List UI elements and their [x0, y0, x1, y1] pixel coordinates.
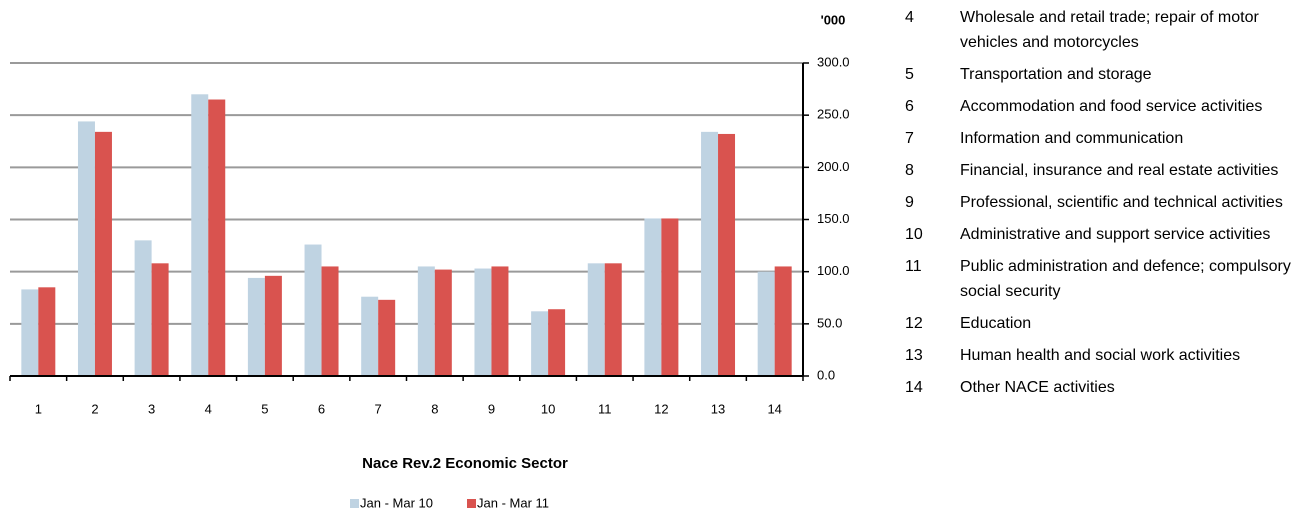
sector-code: 6: [905, 98, 914, 115]
x-tick-label: 2: [91, 401, 98, 416]
sector-item: 13 Human health and social work activitie…: [900, 343, 1305, 368]
bar: [491, 266, 509, 376]
bar: [661, 218, 679, 376]
sector-item: 4 Wholesale and retail trade; repair of m…: [900, 5, 1305, 55]
sector-code: 10: [905, 226, 923, 243]
x-tick-label: 10: [541, 401, 555, 416]
sector-label: Professional, scientific and technical a…: [960, 194, 1283, 211]
sector-code: 13: [905, 347, 923, 364]
y-tick-label: 250.0: [817, 107, 850, 122]
chart: '000 Nace Rev.2 Economic Sector 0.0 50.0 1…: [9, 12, 850, 510]
bar: [94, 131, 112, 376]
bar: [604, 263, 622, 376]
sector-label: Public administration and defence; compu…: [960, 258, 1291, 300]
bar: [264, 275, 282, 376]
sector-label: Other NACE activities: [960, 379, 1115, 396]
bar: [77, 121, 95, 376]
sector-item: 14 Other NACE activities: [900, 375, 1305, 400]
x-tick-label: 6: [318, 401, 325, 416]
legend-swatch: [467, 499, 476, 508]
sector-item: 11 Public administration and defence; com…: [900, 254, 1305, 304]
bar: [701, 131, 719, 376]
y-tick-label: 150.0: [817, 211, 850, 226]
bar: [757, 271, 775, 376]
x-tick-label: 13: [711, 401, 725, 416]
bar: [191, 94, 209, 377]
sector-label: Accommodation and food service activitie…: [960, 98, 1263, 115]
y-tick-label: 100.0: [817, 263, 850, 278]
sector-label: Financial, insurance and real estate act…: [960, 162, 1279, 179]
bar: [361, 296, 379, 376]
legend-swatch: [350, 499, 359, 508]
y-tick-label: 300.0: [817, 54, 850, 69]
sector-code: 11: [905, 258, 922, 275]
sector-item: 12 Education: [900, 311, 1305, 336]
x-tick-label: 8: [431, 401, 438, 416]
x-tick-label: 1: [35, 401, 42, 416]
x-tick-label: 3: [148, 401, 155, 416]
sector-code: 8: [905, 162, 914, 179]
bar: [644, 218, 662, 376]
unit-label: '000: [821, 12, 846, 27]
bar: [474, 268, 492, 376]
bar: [21, 289, 39, 376]
y-tick-label: 50.0: [817, 315, 842, 330]
sector-item: 9 Professional, scientific and technical …: [900, 190, 1305, 215]
sector-item: 6 Accommodation and food service activiti…: [900, 94, 1305, 119]
sector-label: Wholesale and retail trade; repair of mo…: [960, 9, 1259, 51]
sector-code: 12: [905, 315, 923, 332]
sector-label: Human health and social work activities: [960, 347, 1241, 364]
x-tick-label: 11: [598, 401, 612, 416]
y-tick-label: 0.0: [817, 367, 835, 382]
x-tick-label: 12: [654, 401, 668, 416]
sector-code: 14: [905, 379, 923, 396]
bar: [321, 266, 339, 376]
sector-code: 4: [905, 9, 914, 26]
sector-item: 7 Information and communication: [900, 126, 1305, 151]
y-tick-label: 200.0: [817, 159, 850, 174]
x-tick-label: 4: [205, 401, 212, 416]
sector-label: Administrative and support service activ…: [960, 226, 1271, 243]
sector-label: Information and communication: [960, 130, 1184, 147]
bar: [304, 244, 322, 376]
sector-item: 8 Financial, insurance and real estate ac…: [900, 158, 1305, 183]
sector-code: 5: [905, 66, 914, 83]
bar: [417, 266, 435, 376]
sector-code: 7: [905, 130, 914, 147]
bar: [774, 266, 792, 376]
x-tick-label: 14: [767, 401, 781, 416]
x-tick-label: 7: [375, 401, 382, 416]
bar: [134, 240, 152, 376]
bar: [378, 299, 396, 376]
bar: [208, 99, 226, 377]
bar: [151, 263, 169, 376]
bar: [718, 133, 736, 376]
bar: [38, 287, 56, 376]
bar: [548, 309, 566, 376]
sector-item: 10 Administrative and support service act…: [900, 222, 1305, 247]
bar: [247, 277, 265, 376]
sector-label: Transportation and storage: [960, 66, 1152, 83]
legend-label: Jan - Mar 11: [477, 495, 549, 510]
sector-item: 5 Transportation and storage: [900, 62, 1305, 87]
bar: [587, 263, 605, 376]
x-tick-label: 9: [488, 401, 495, 416]
bar: [531, 311, 549, 376]
x-tick-label: 5: [261, 401, 268, 416]
legend-label: Jan - Mar 10: [360, 495, 433, 510]
sector-code: 9: [905, 194, 914, 211]
sector-label: Education: [960, 315, 1032, 332]
sector-list: 4 Wholesale and retail trade; repair of m…: [900, 5, 1305, 407]
x-axis-title: Nace Rev.2 Economic Sector: [362, 455, 568, 472]
bar: [434, 269, 452, 376]
